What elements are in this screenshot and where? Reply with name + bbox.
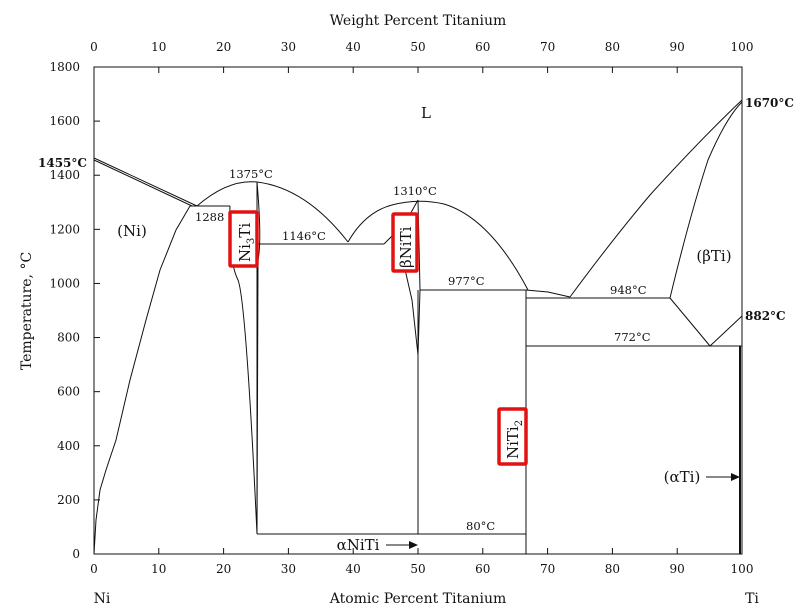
niti-liquidus-dome [347,200,529,291]
left-tick-label: 600 [57,385,80,399]
left-tick-label: 400 [57,439,80,453]
top-tick-label: 60 [475,40,490,54]
bottom-tick-label: 100 [731,562,754,576]
bottom-tick-label: 40 [346,562,361,576]
beta-niti-highlight-box [391,212,419,273]
ti-melting-point-label: 1670°C [745,96,794,110]
top-axis-ticks: 0 10 20 30 40 50 60 70 80 90 100 [90,40,753,73]
ni-solid-region-label: (Ni) [117,222,147,240]
top-tick-label: 40 [346,40,361,54]
ni3ti-label: Ni3Ti [236,223,257,262]
niti2-label: NiTi2 [504,420,525,459]
temp-772-label: 772°C [614,330,651,344]
left-tick-label: 1600 [49,114,80,128]
left-axis-title: Temperature, °C [19,252,35,370]
bottom-right-element-label: Ti [745,591,759,607]
left-tick-label: 1000 [49,276,80,290]
bottom-tick-label: 30 [281,562,296,576]
bottom-left-element-label: Ni [94,591,111,607]
top-tick-label: 0 [90,40,98,54]
ni-liquidus-line [93,157,198,207]
beta-niti-label: βNiTi [397,226,415,268]
bottom-tick-label: 60 [475,562,490,576]
liquid-region-label: L [421,104,431,122]
bottom-tick-label: 10 [151,562,166,576]
temp-1146-label: 1146°C [282,229,326,243]
ni3ti-highlight-box [228,210,259,268]
bottom-axis-ticks: 0 10 20 30 40 50 60 70 80 90 100 [90,548,753,576]
ti-solidus-line [669,101,743,299]
temp-977-label: 977°C [448,274,485,288]
liquidus-to-948 [525,289,571,298]
ti-liquidus-line [569,99,743,298]
top-tick-label: 80 [605,40,620,54]
left-tick-label: 1400 [49,168,80,182]
bottom-tick-label: 0 [90,562,98,576]
left-tick-label: 800 [57,331,80,345]
alpha-ti-arrowhead [731,473,740,481]
bottom-tick-label: 70 [540,562,555,576]
highlight-ni3ti: Ni3Ti [228,210,259,268]
ni-solvus-line [93,205,191,555]
beta-ti-lower-line [669,297,711,347]
ni-melting-point-label: 1455°C [38,156,87,170]
highlight-beta-niti: βNiTi [391,212,419,273]
highlight-niti2: NiTi2 [497,407,528,466]
alpha-ti-region-label: (αTi) [664,468,701,486]
top-tick-label: 50 [410,40,425,54]
beta-transus-line [709,315,743,347]
phase-boundaries [93,99,743,555]
temp-1288-label: 1288 [195,210,224,224]
left-tick-label: 1200 [49,222,80,236]
left-axis-ticks: 0 200 400 600 800 1000 1200 1400 1600 1800 [49,60,100,561]
beta-ti-region-label: (βTi) [696,247,731,265]
top-axis-title: Weight Percent Titanium [330,13,507,29]
bottom-tick-label: 80 [605,562,620,576]
temp-1310-label: 1310°C [393,184,437,198]
alpha-niti-arrowhead [409,541,418,549]
top-tick-label: 30 [281,40,296,54]
bottom-axis-title: Atomic Percent Titanium [329,591,507,607]
ti-transus-label: 882°C [745,309,786,323]
left-tick-label: 0 [72,547,80,561]
top-tick-label: 20 [216,40,231,54]
alpha-niti-region-label: αNiTi [337,536,380,554]
top-tick-label: 10 [151,40,166,54]
niti2-highlight-box [497,407,528,466]
top-tick-label: 100 [731,40,754,54]
bottom-tick-label: 50 [410,562,425,576]
top-tick-label: 70 [540,40,555,54]
top-tick-label: 90 [670,40,685,54]
temp-80-label: 80°C [466,519,495,533]
temp-948-label: 948°C [610,283,647,297]
bottom-tick-label: 20 [216,562,231,576]
left-tick-label: 200 [57,493,80,507]
left-tick-label: 1800 [49,60,80,74]
ni-solidus-line [93,159,193,207]
bottom-tick-label: 90 [670,562,685,576]
temp-1375-label: 1375°C [229,167,273,181]
